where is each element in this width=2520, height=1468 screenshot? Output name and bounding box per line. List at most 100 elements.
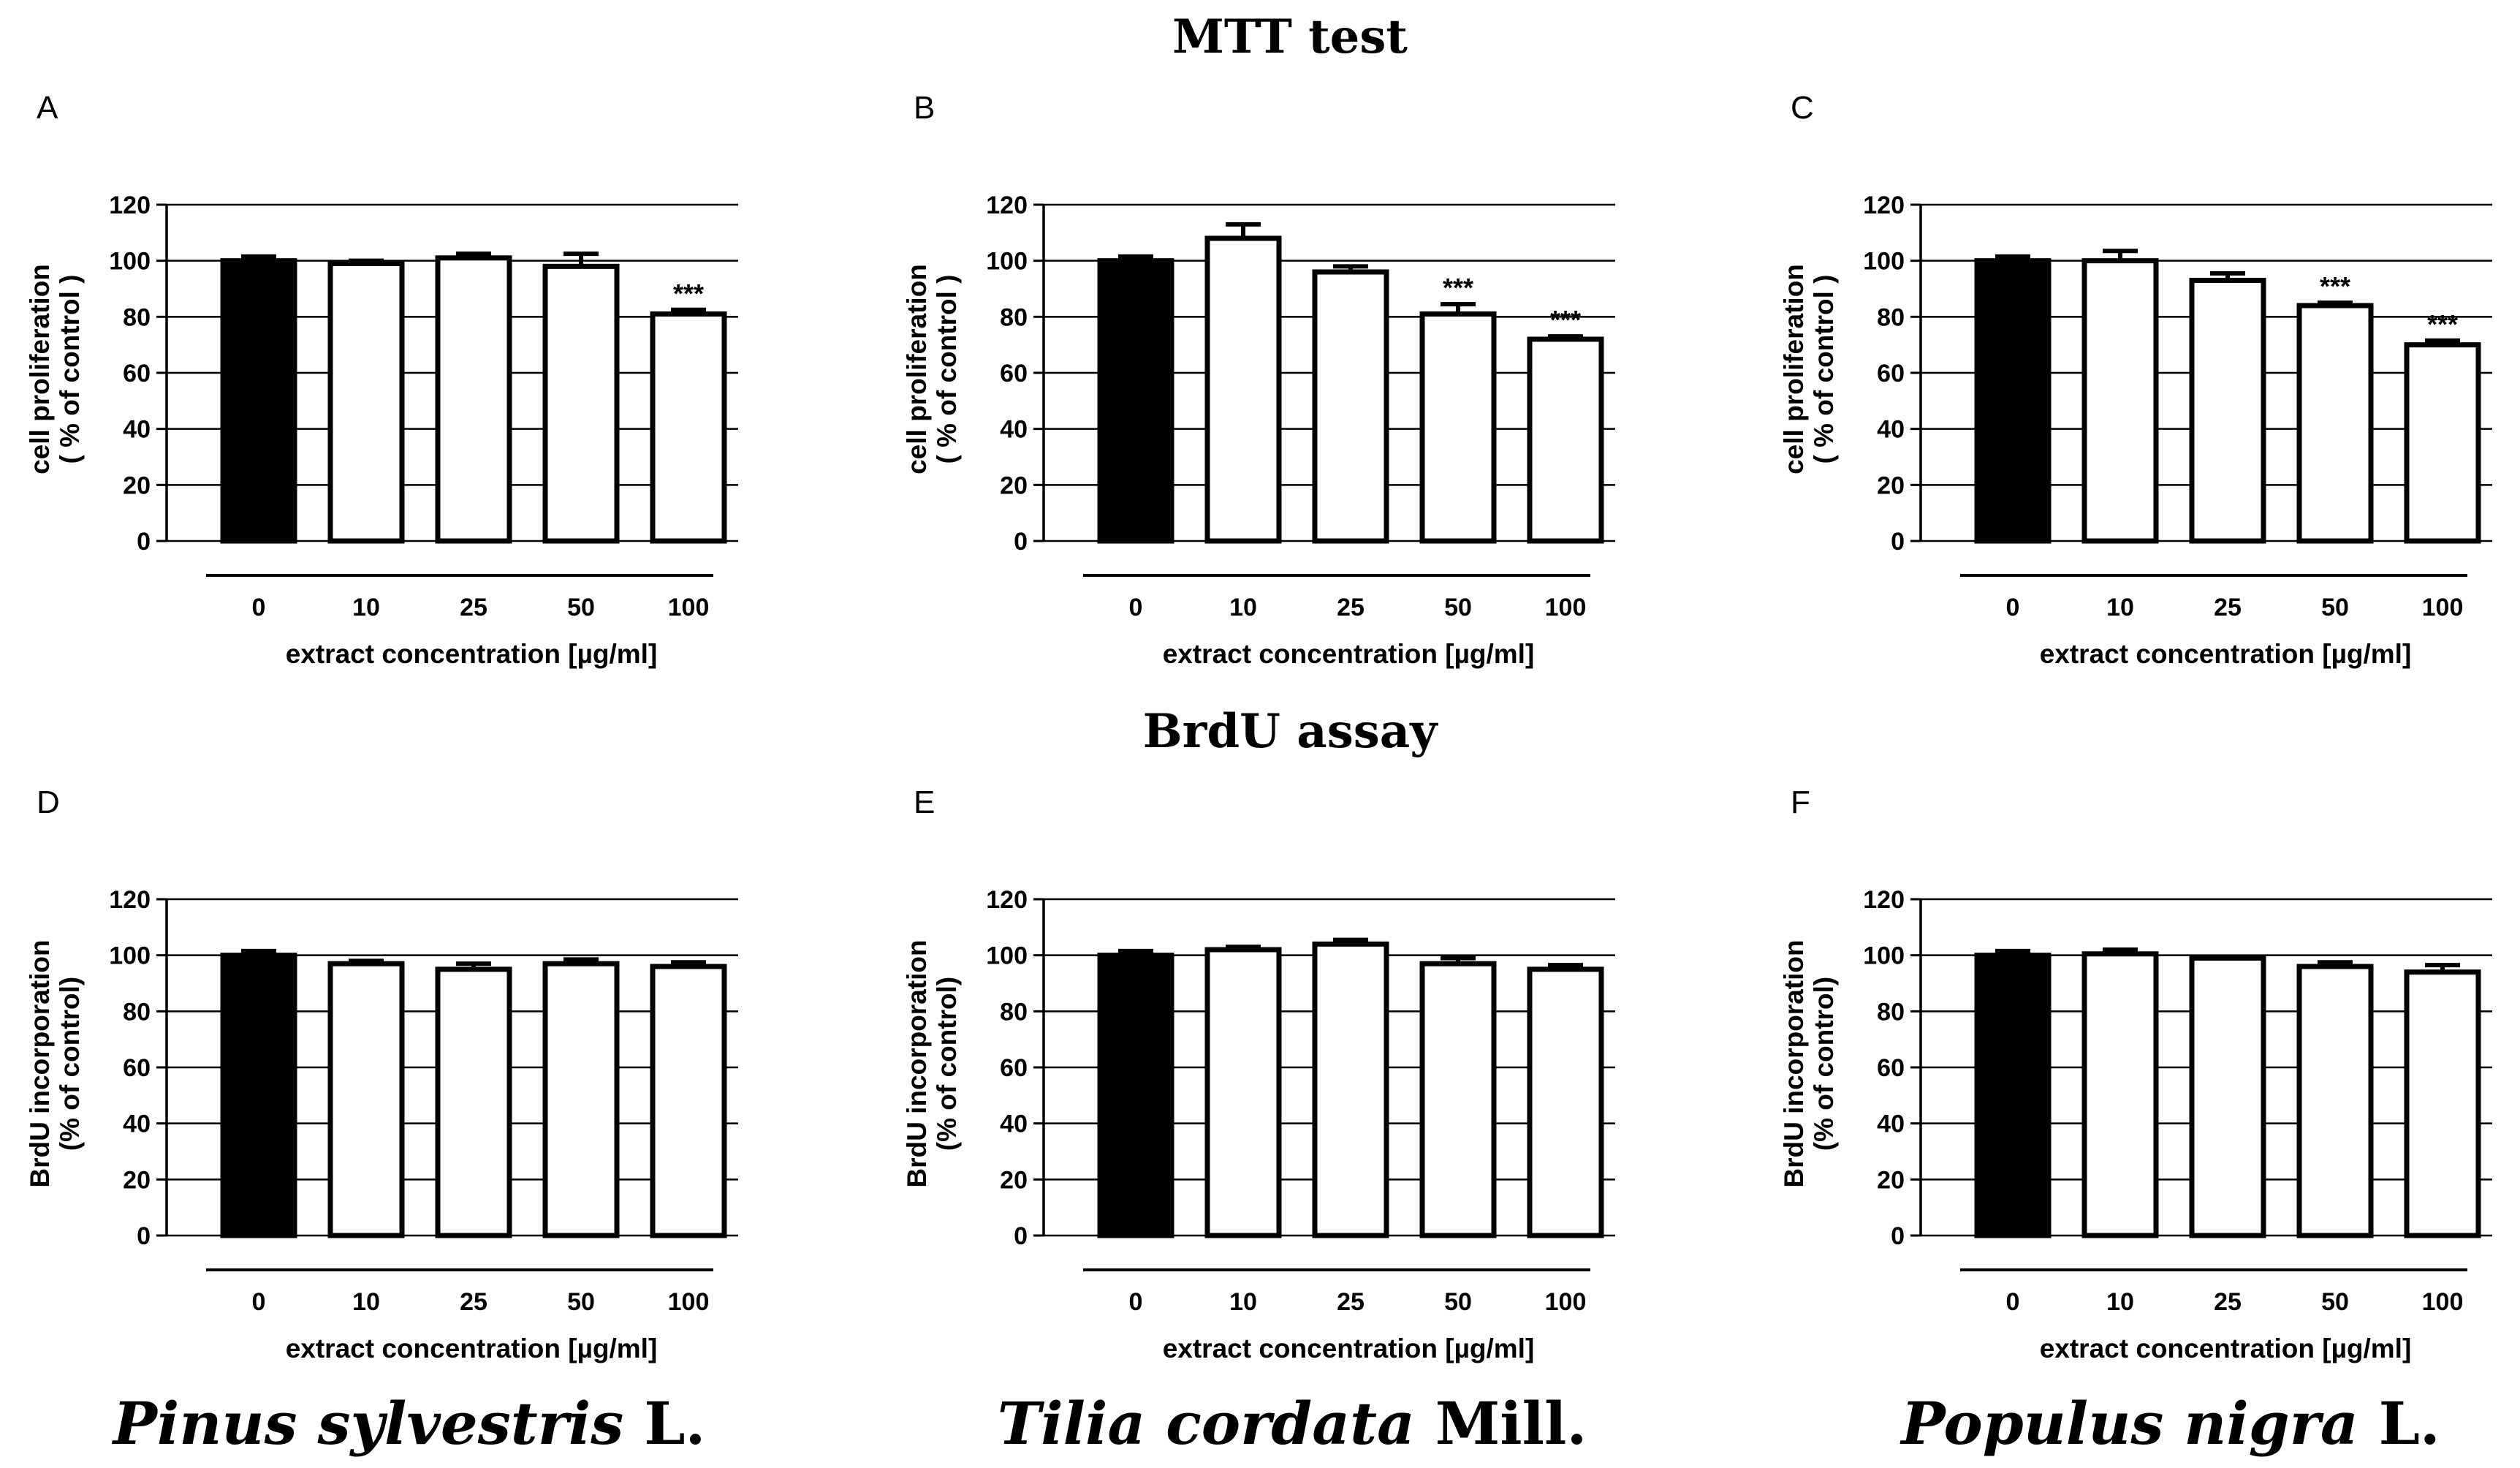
y-tick-label: 80 <box>1000 303 1028 331</box>
significance-label: *** <box>1550 305 1581 335</box>
bar-25 <box>435 255 512 544</box>
bar-50 <box>542 961 620 1238</box>
bar-100 <box>2404 342 2481 544</box>
bar-50 <box>1419 311 1497 544</box>
panel-e: E 0 20 40 60 80 100 120 0 10 25 50 100 extract concen… <box>902 784 1615 1363</box>
bar-0 <box>1974 258 2052 544</box>
panel-letter: F <box>1791 784 1810 820</box>
x-axis-title: extract concentration [µg/ml] <box>1163 639 1535 669</box>
y-tick-label: 60 <box>123 1054 151 1082</box>
significance-label: *** <box>2320 271 2350 301</box>
panel-letter: E <box>914 784 935 820</box>
x-tick-label: 100 <box>1545 594 1587 621</box>
x-tick-label: 0 <box>1129 594 1143 621</box>
panel-letter: B <box>914 90 935 126</box>
species-label-tilia: Tilia cordata Mill. <box>998 1389 1587 1458</box>
x-tick-label: 25 <box>2214 1288 2242 1316</box>
y-tick-label: 100 <box>1863 942 1905 970</box>
y-tick-label: 20 <box>1000 1166 1028 1194</box>
x-tick-label: 10 <box>1229 594 1257 621</box>
significance-label: *** <box>673 279 704 309</box>
bar-10 <box>327 261 405 544</box>
panel-a: A 0 20 40 60 80 100 120 0 10 25 50 *** 100 extract con… <box>25 90 738 669</box>
x-tick-label: 50 <box>1444 1288 1472 1316</box>
x-tick-label: 100 <box>668 594 710 621</box>
x-tick-label: 100 <box>1545 1288 1587 1316</box>
y-tick-label: 60 <box>1877 360 1905 387</box>
x-tick-label: 0 <box>2006 594 2020 621</box>
panel-d: D 0 20 40 60 80 100 120 0 10 25 50 100 extract concen… <box>25 784 738 1363</box>
y-tick-label: 120 <box>1863 192 1905 219</box>
bar-25 <box>435 966 512 1238</box>
bar-10 <box>2081 951 2159 1238</box>
bar-10 <box>327 961 405 1238</box>
y-axis-title-line1: cell proliferation <box>1779 264 1809 474</box>
y-axis-title-line2: ( % of control ) <box>932 275 962 464</box>
y-axis-title-line2: ( % of control ) <box>1809 275 1839 464</box>
y-tick-label: 120 <box>109 886 151 914</box>
y-axis-title-line1: BrdU incorporation <box>1779 939 1809 1187</box>
y-tick-label: 120 <box>986 886 1028 914</box>
y-tick-label: 100 <box>1863 248 1905 276</box>
panel-letter: A <box>37 90 58 126</box>
x-tick-label: 25 <box>1337 1288 1365 1316</box>
y-tick-label: 40 <box>1877 416 1905 444</box>
x-tick-label: 25 <box>460 594 487 621</box>
y-tick-label: 20 <box>1877 1166 1905 1194</box>
species-label-populus: Populus nigra L. <box>1900 1389 2440 1458</box>
y-axis-title-line2: (% of control) <box>55 977 85 1151</box>
y-tick-label: 80 <box>1000 998 1028 1026</box>
y-tick-label: 60 <box>123 360 151 387</box>
y-tick-label: 120 <box>1863 886 1905 914</box>
bar-50 <box>2296 303 2374 544</box>
bar-100 <box>1527 966 1604 1238</box>
y-tick-label: 60 <box>1000 360 1028 387</box>
x-tick-label: 25 <box>1337 594 1365 621</box>
x-tick-label: 25 <box>2214 594 2242 621</box>
y-tick-label: 40 <box>123 416 151 444</box>
x-tick-label: 100 <box>2422 1288 2464 1316</box>
y-tick-label: 100 <box>986 942 1028 970</box>
y-tick-label: 60 <box>1877 1054 1905 1082</box>
y-tick-label: 20 <box>1877 472 1905 499</box>
y-tick-label: 40 <box>123 1111 151 1138</box>
panel-f: F 0 20 40 60 80 100 120 0 10 25 50 100 extract concen… <box>1779 784 2492 1363</box>
panel-letter: C <box>1791 90 1814 126</box>
bar-25 <box>2189 278 2266 544</box>
x-tick-label: 0 <box>2006 1288 2020 1316</box>
significance-label: *** <box>2427 309 2458 339</box>
y-tick-label: 20 <box>1000 472 1028 499</box>
bar-50 <box>2296 964 2374 1238</box>
y-tick-label: 0 <box>1014 1222 1028 1250</box>
panel-letter: D <box>37 784 60 820</box>
bar-0 <box>220 953 297 1238</box>
x-axis-title: extract concentration [µg/ml] <box>286 639 658 669</box>
x-tick-label: 50 <box>2321 1288 2349 1316</box>
panel-b: B 0 20 40 60 80 100 120 0 10 25 *** 50 *** 100 extract … <box>902 90 1615 669</box>
y-tick-label: 80 <box>123 998 151 1026</box>
y-axis-title-line1: cell proliferation <box>25 264 55 474</box>
y-tick-label: 80 <box>1877 303 1905 331</box>
x-tick-label: 25 <box>460 1288 487 1316</box>
bar-25 <box>2189 956 2266 1238</box>
y-tick-label: 0 <box>137 1222 151 1250</box>
x-tick-label: 10 <box>2106 594 2134 621</box>
x-tick-label: 10 <box>352 594 380 621</box>
bar-100 <box>1527 336 1604 544</box>
y-axis-title-line2: (% of control) <box>932 977 962 1151</box>
x-tick-label: 50 <box>1444 594 1472 621</box>
x-tick-label: 0 <box>1129 1288 1143 1316</box>
bar-0 <box>220 258 297 544</box>
y-tick-label: 20 <box>123 472 151 499</box>
bar-0 <box>1097 953 1174 1238</box>
significance-label: *** <box>1443 273 1473 303</box>
x-axis-title: extract concentration [µg/ml] <box>2040 639 2412 669</box>
y-tick-label: 100 <box>109 942 151 970</box>
y-tick-label: 20 <box>123 1166 151 1194</box>
x-tick-label: 10 <box>2106 1288 2134 1316</box>
x-tick-label: 50 <box>2321 594 2349 621</box>
mtt-section-title: MTT test <box>1172 10 1408 64</box>
y-tick-label: 40 <box>1000 1111 1028 1138</box>
y-axis-title-line1: cell proliferation <box>902 264 932 474</box>
